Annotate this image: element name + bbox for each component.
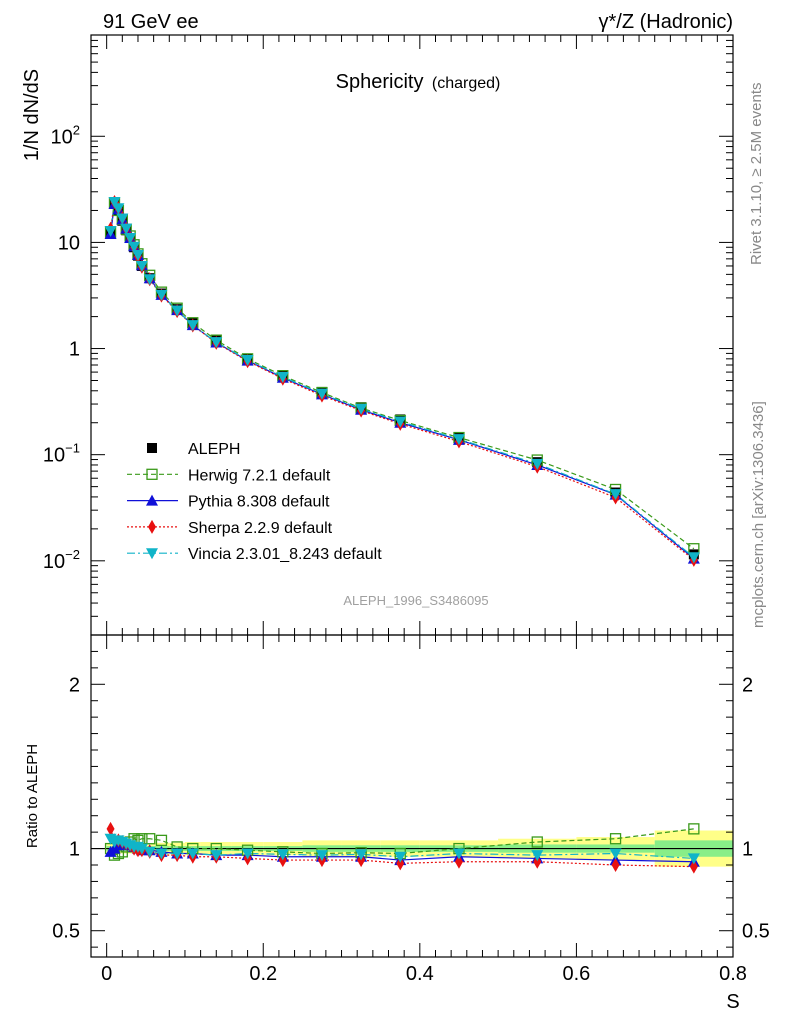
main-point-vincia xyxy=(394,416,407,428)
main-ytick-label: 1 xyxy=(69,339,80,361)
main-point-vincia xyxy=(155,289,168,301)
main-point-vincia xyxy=(116,213,129,225)
ratio-xtick-label: 0.8 xyxy=(719,963,747,985)
legend-label-data: ALEPH xyxy=(188,441,240,458)
main-series-group xyxy=(104,195,700,567)
header-left: 91 GeV ee xyxy=(103,11,199,33)
main-point-vincia xyxy=(452,434,465,446)
chart-title-suffix: (charged) xyxy=(432,75,500,92)
ratio-point-vincia xyxy=(171,848,184,860)
ratio-point-sherpa xyxy=(396,856,405,871)
ratio-axes: 0.5 0.5 1 1 2 2 0 0.2 0.4 0.6 0.8 xyxy=(52,635,770,985)
ratio-point-vincia xyxy=(687,853,700,865)
ratio-point-vincia xyxy=(143,846,156,858)
ratio-point-herwig xyxy=(688,823,700,835)
ratio-ytick-label-left: 2 xyxy=(69,674,80,696)
ratio-ytick-label-left: 1 xyxy=(69,839,80,861)
main-frame xyxy=(90,34,734,636)
main-ylabel: 1/N dN/dS xyxy=(21,69,43,161)
main-ytick-label: 10 xyxy=(58,232,80,254)
ratio-point-herwig xyxy=(609,833,622,845)
ratio-ylabel: Ratio to ALEPH xyxy=(24,744,41,848)
main-point-vincia xyxy=(171,305,184,317)
ratio-point-vincia xyxy=(241,848,254,860)
main-point-vincia xyxy=(124,233,137,245)
ratio-xtick-label: 0 xyxy=(101,963,112,985)
legend-marker-vincia xyxy=(146,548,158,560)
legend-label-pythia: Pythia 8.308 default xyxy=(188,494,330,511)
ratio-point-sherpa xyxy=(611,858,620,872)
ratio-point-vincia xyxy=(315,850,328,862)
ratio-point-herwig xyxy=(144,833,156,845)
legend-label-sherpa: Sherpa 2.2.9 default xyxy=(188,520,333,537)
main-ytick-label: 10−2 xyxy=(43,547,80,573)
main-point-vincia xyxy=(186,320,199,332)
ratio-point-herwig xyxy=(531,836,543,848)
main-point-vincia xyxy=(276,371,289,383)
ratio-frame xyxy=(90,634,734,958)
chart-title-main: Sphericity xyxy=(336,71,424,93)
analysis-id: ALEPH_1996_S3486095 xyxy=(343,593,488,608)
ratio-point-vincia xyxy=(135,843,148,855)
ratio-point-sherpa xyxy=(454,854,463,869)
legend-marker-pythia xyxy=(146,494,158,506)
main-point-vincia xyxy=(531,458,544,470)
legend-marker-sherpa xyxy=(148,519,156,534)
legend: ALEPH Herwig 7.2.1 default Pythia 8.308 de… xyxy=(127,441,382,563)
ratio-ytick-label-right: 2 xyxy=(742,674,753,696)
ratio-point-sherpa xyxy=(106,821,115,836)
ratio-point-vincia xyxy=(355,849,368,861)
ratio-point-vincia xyxy=(609,848,622,860)
ratio-point-vincia xyxy=(210,850,223,862)
ratio-point-vincia xyxy=(452,848,465,860)
mcplots-label: mcplots.cern.ch [arXiv:1306.3436] xyxy=(750,401,767,628)
ratio-xlabel: S xyxy=(726,991,739,1013)
ratio-point-vincia xyxy=(186,848,199,860)
ratio-ytick-label-right: 1 xyxy=(742,839,753,861)
main-ytick-label: 10−1 xyxy=(43,441,80,467)
ratio-point-vincia xyxy=(394,851,407,863)
main-point-vincia xyxy=(120,223,133,235)
ratio-xtick-label: 0.4 xyxy=(406,963,434,985)
main-ytick-label: 102 xyxy=(51,122,80,148)
ratio-xtick-label: 0.6 xyxy=(563,963,591,985)
legend-label-herwig: Herwig 7.2.1 default xyxy=(188,467,331,484)
main-point-vincia xyxy=(210,337,223,349)
legend-label-vincia: Vincia 2.3.01_8.243 default xyxy=(188,546,382,563)
main-point-vincia xyxy=(687,552,700,564)
ratio-series-group xyxy=(104,821,700,874)
main-point-vincia xyxy=(104,226,117,238)
ratio-point-herwig xyxy=(155,834,168,847)
chart-title: Sphericity (charged) xyxy=(336,71,501,93)
ratio-xtick-label: 0.2 xyxy=(249,963,277,985)
main-point-vincia xyxy=(112,203,125,215)
main-point-vincia xyxy=(135,260,148,272)
legend-marker-herwig xyxy=(146,468,158,480)
ratio-point-vincia xyxy=(531,850,544,862)
ratio-ytick-label-left: 0.5 xyxy=(52,921,80,943)
ratio-point-vincia xyxy=(276,849,289,861)
header-right: γ*/Z (Hadronic) xyxy=(599,11,733,33)
main-point-vincia xyxy=(143,274,156,286)
main-point-vincia xyxy=(108,197,121,209)
main-point-vincia xyxy=(315,388,328,400)
main-axes: 10−2 10−1 1 10 102 xyxy=(43,34,734,636)
main-point-vincia xyxy=(355,403,368,415)
main-point-vincia xyxy=(131,250,144,262)
ratio-point-sherpa xyxy=(533,854,542,869)
ratio-point-sherpa xyxy=(689,859,698,874)
ratio-ytick-label-right: 0.5 xyxy=(742,921,770,943)
main-point-vincia xyxy=(128,241,141,253)
main-point-vincia xyxy=(609,489,622,501)
legend-marker-data xyxy=(147,443,157,453)
main-point-vincia xyxy=(241,354,254,366)
ratio-point-vincia xyxy=(155,848,168,860)
rivet-label: Rivet 3.1.10, ≥ 2.5M events xyxy=(748,83,765,266)
